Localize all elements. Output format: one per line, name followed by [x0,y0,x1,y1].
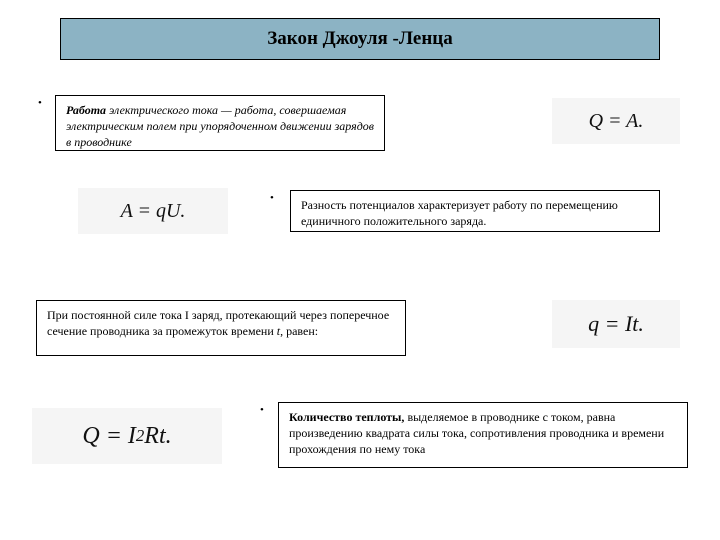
potential-difference-note: Разность потенциалов характеризует работ… [290,190,660,232]
bullet-4: • [260,404,264,416]
formula-A-equals-qU: A = qU. [78,188,228,234]
page-title: Закон Джоуля -Ленца [267,28,452,50]
constant-current-note: При постоянной силе тока I заряд, протек… [36,300,406,356]
formula-q-equals-It: q = It. [552,300,680,348]
heat-quantity-note: Количество теплоты, выделяемое в проводн… [278,402,688,468]
formula-joule-lenz: Q = I2Rt. [32,408,222,464]
formula-Q-equals-A: Q = A. [552,98,680,144]
bullet-2: • [270,192,274,204]
definition-work-current: Работа электрического тока — работа, сов… [55,95,385,151]
title-bar: Закон Джоуля -Ленца [60,18,660,60]
bullet-1: • [38,97,42,109]
